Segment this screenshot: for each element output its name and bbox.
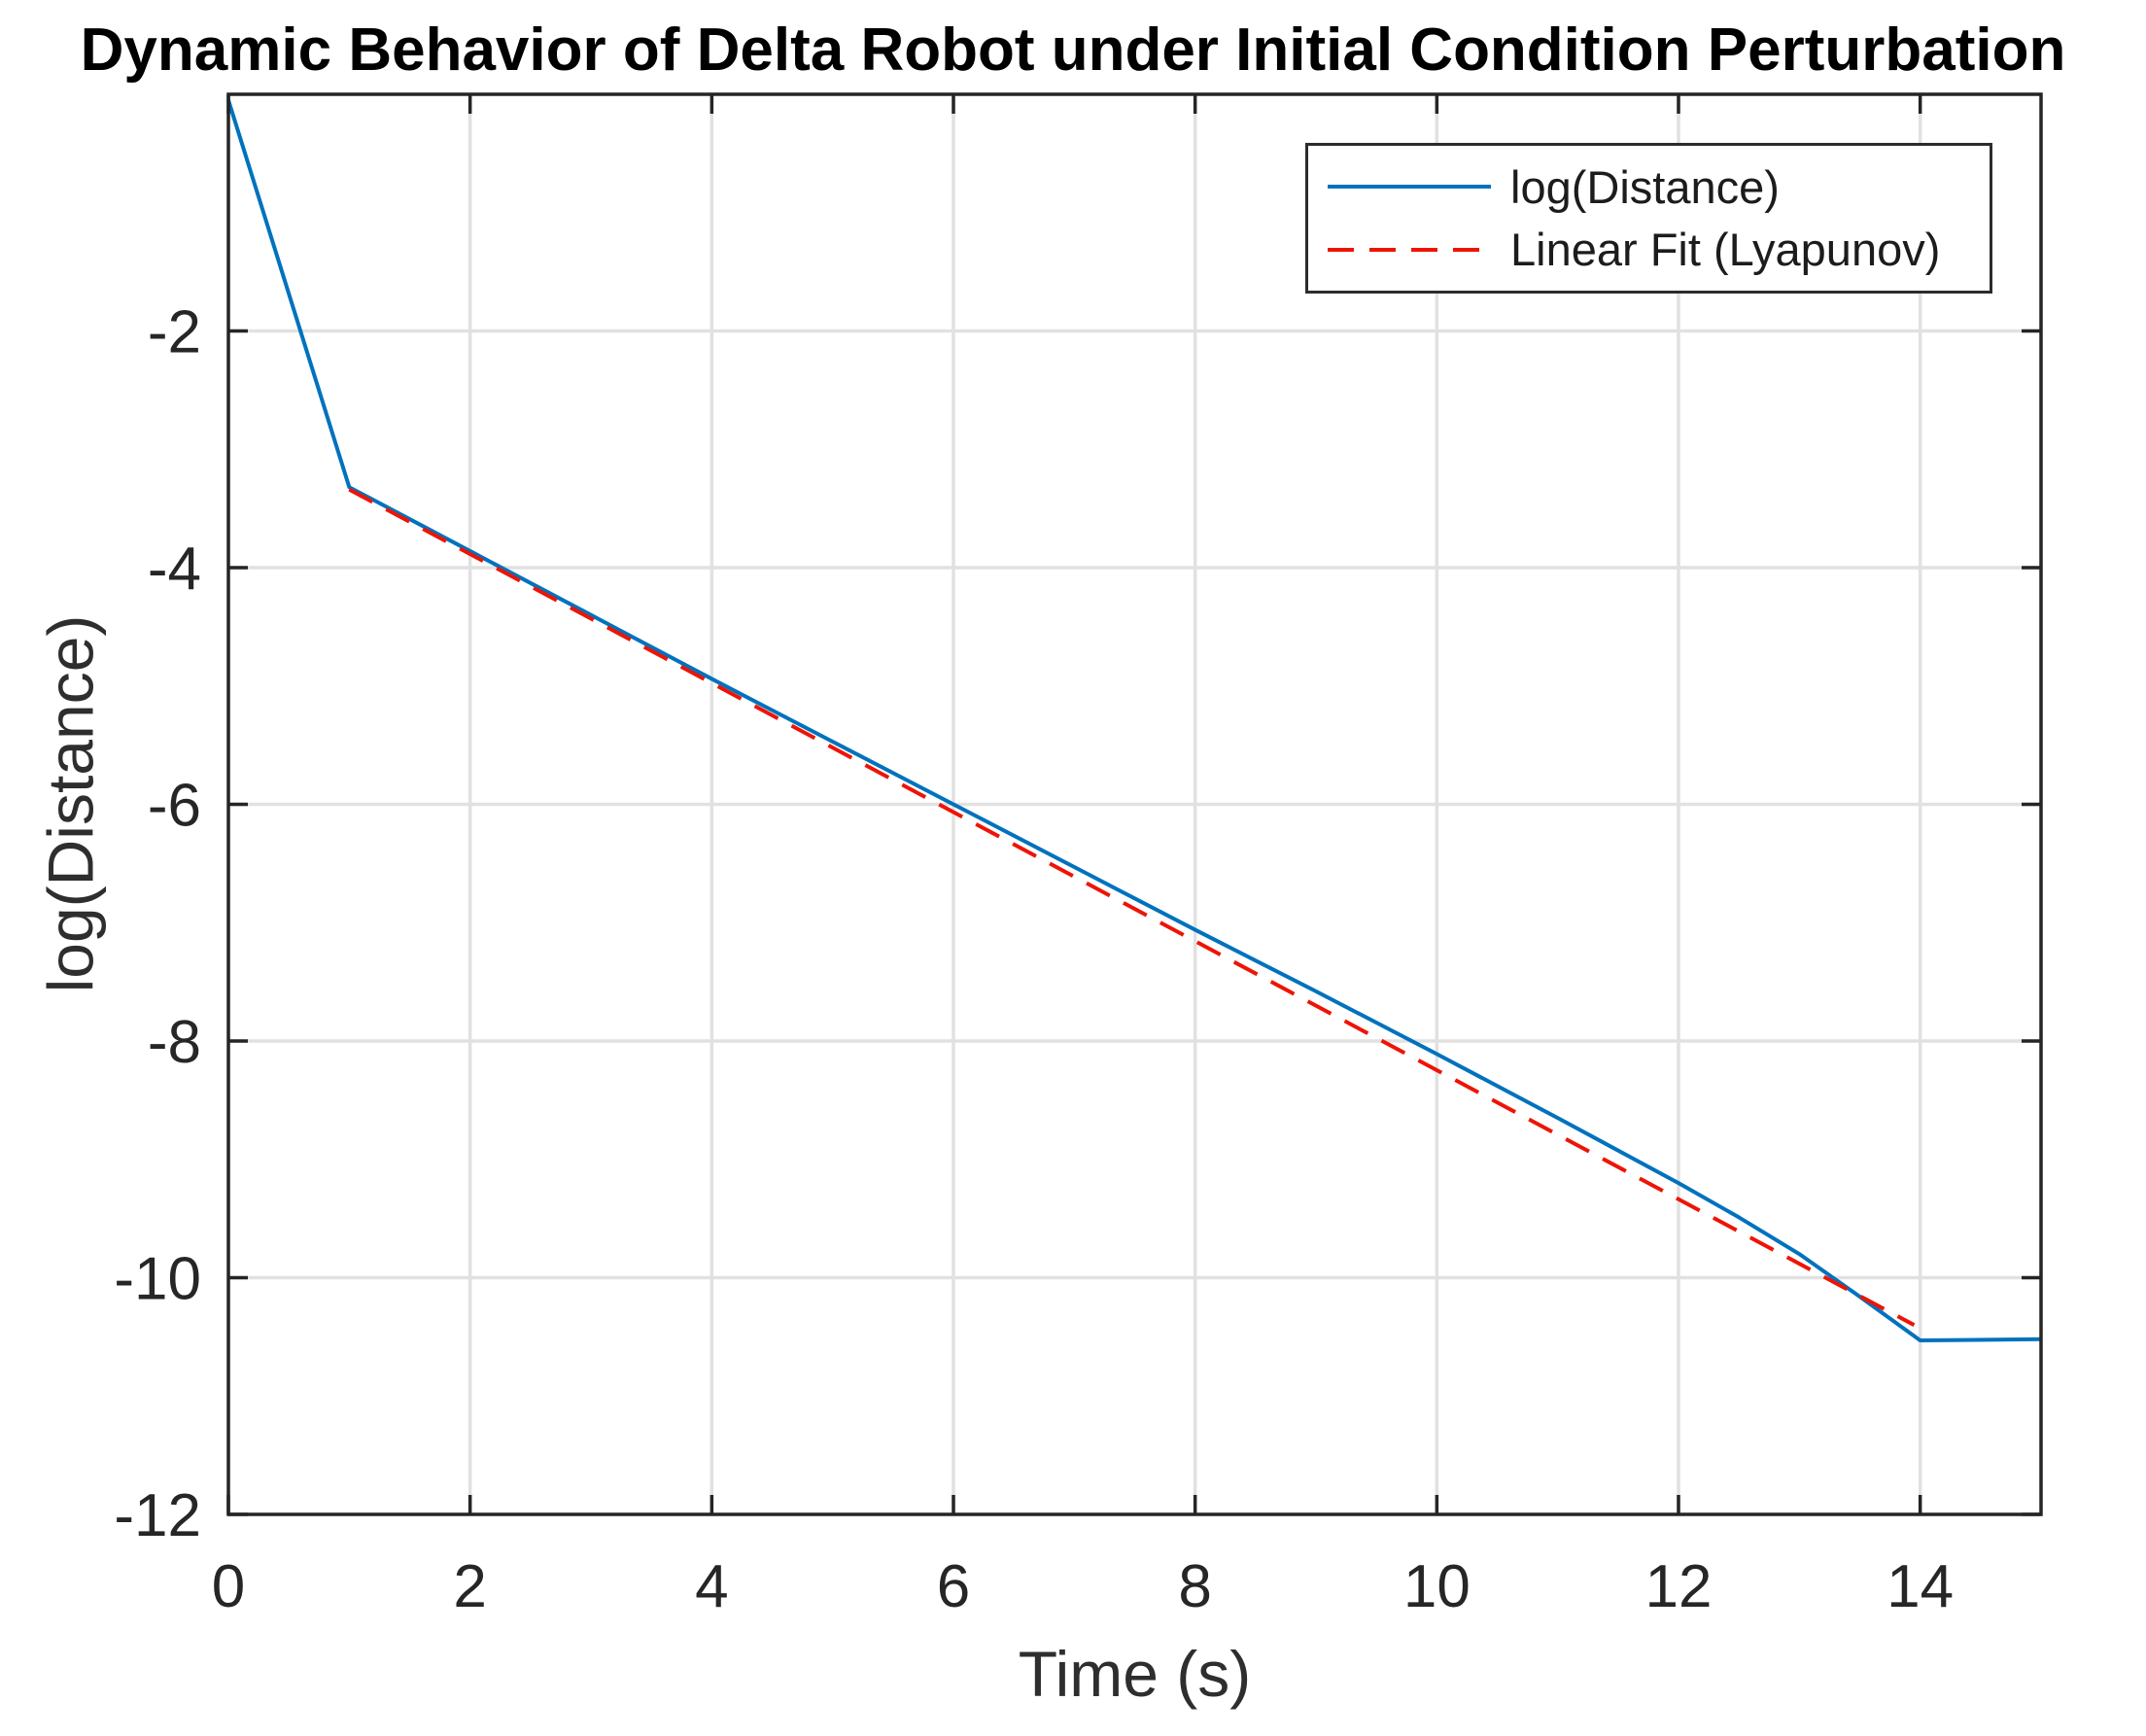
y-tick-labels: -2 -4 -6 -8 -10 -12 xyxy=(114,299,201,1550)
gridlines xyxy=(228,94,2041,1514)
x-tick-label: 4 xyxy=(695,1553,728,1620)
x-tick-labels: 0 2 4 6 8 10 12 14 xyxy=(212,1553,1954,1620)
x-tick-label: 2 xyxy=(453,1553,486,1620)
legend-item-log-distance: log(Distance) xyxy=(1326,164,1990,210)
x-tick-label: 10 xyxy=(1403,1553,1471,1620)
x-tick-label: 0 xyxy=(212,1553,245,1620)
data-series xyxy=(226,99,2042,1343)
y-tick-label: -6 xyxy=(148,773,201,840)
tick-marks xyxy=(226,94,2041,1516)
x-tick-label: 12 xyxy=(1645,1553,1713,1620)
y-axis-label: log(Distance) xyxy=(34,614,107,993)
legend-line-dashed-icon xyxy=(1328,247,1491,252)
series-line-linear-fit xyxy=(348,487,1916,1327)
y-tick-label: -10 xyxy=(114,1246,201,1313)
y-tick-label: -4 xyxy=(148,536,201,603)
chart-title: Dynamic Behavior of Delta Robot under In… xyxy=(80,17,2066,84)
y-tick-label: -12 xyxy=(114,1482,201,1549)
legend-label: Linear Fit (Lyapunov) xyxy=(1510,224,1941,276)
y-tick-label: -8 xyxy=(148,1009,201,1076)
x-tick-label: 8 xyxy=(1178,1553,1211,1620)
x-tick-label: 6 xyxy=(937,1553,970,1620)
legend-line-solid-icon xyxy=(1328,185,1491,190)
legend-label: log(Distance) xyxy=(1510,160,1780,213)
series-line-log-distance xyxy=(226,99,2042,1343)
x-tick-label: 14 xyxy=(1886,1553,1954,1620)
y-tick-label: -2 xyxy=(148,299,201,366)
x-axis-label: Time (s) xyxy=(1018,1638,1252,1710)
legend-box: log(Distance) Linear Fit (Lyapunov) xyxy=(1305,143,1992,294)
legend-item-linear-fit: Linear Fit (Lyapunov) xyxy=(1326,226,1990,272)
